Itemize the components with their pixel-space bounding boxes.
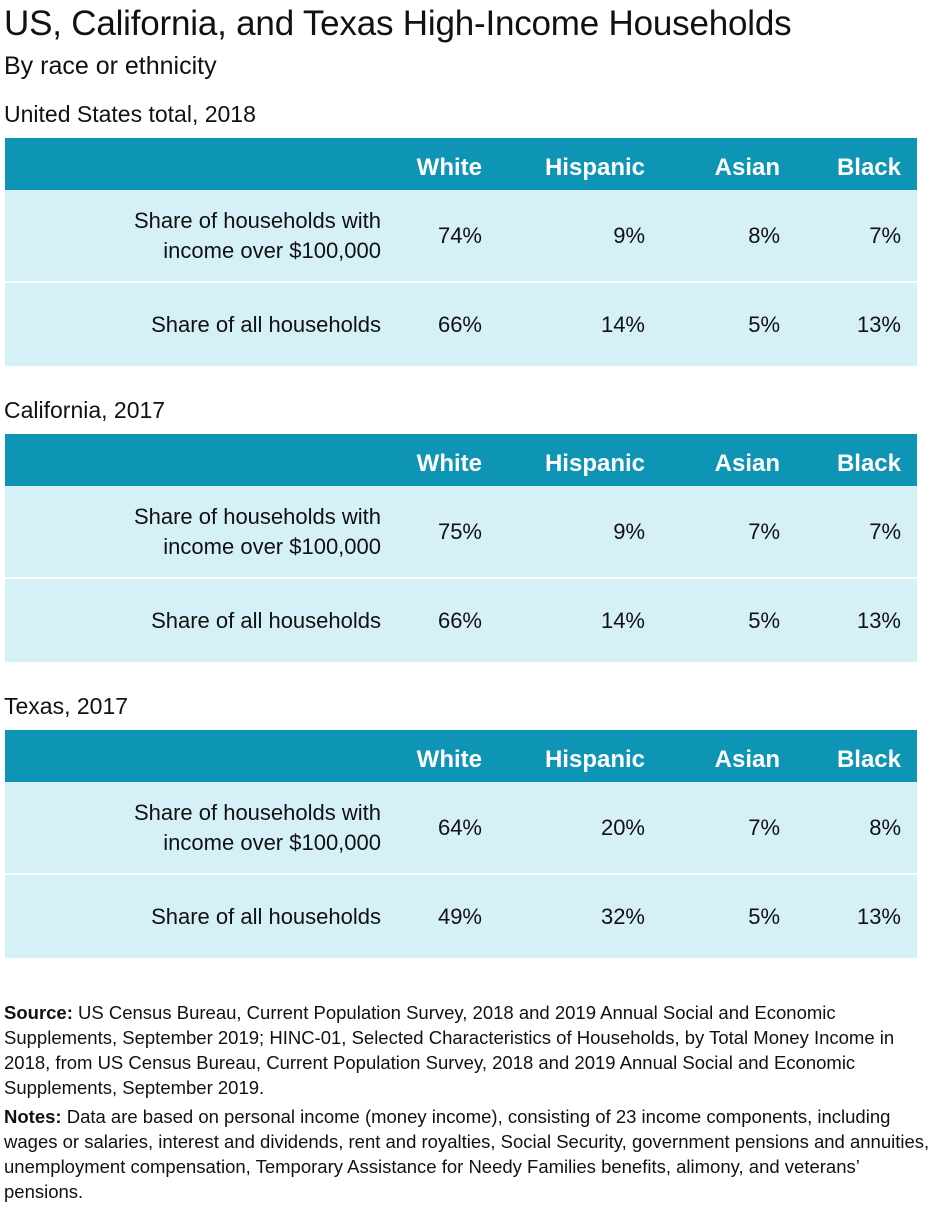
header-white: White — [416, 154, 482, 181]
header-asian: Asian — [714, 746, 780, 773]
row-label-line2: income over $100,000 — [163, 829, 381, 855]
table-row: Share of households with income over $10… — [5, 486, 917, 578]
header-black: Black — [836, 450, 901, 477]
cell-white: 75% — [437, 518, 482, 544]
notes-text: Data are based on personal income (money… — [4, 1106, 930, 1202]
row-label-high-income: Share of households with income over $10… — [5, 190, 395, 282]
header-asian: Asian — [714, 450, 780, 477]
cell-white: 74% — [437, 222, 482, 248]
cell-asian: 5% — [748, 311, 780, 337]
source-label: Source: — [4, 1002, 73, 1023]
cell-black: 7% — [869, 518, 901, 544]
cell-white: 66% — [437, 607, 482, 633]
table-california: White Hispanic Asian Black Share of hous… — [5, 434, 917, 662]
cell-hispanic: 32% — [600, 903, 645, 929]
cell-asian: 7% — [748, 814, 780, 840]
table-texas: White Hispanic Asian Black Share of hous… — [5, 730, 917, 958]
header-hispanic: Hispanic — [544, 450, 645, 477]
cell-white: 64% — [437, 814, 482, 840]
row-label-all-households: Share of all households — [151, 311, 381, 337]
cell-black: 13% — [856, 903, 901, 929]
chart-title: US, California, and Texas High-Income Ho… — [4, 4, 792, 43]
cell-black: 13% — [856, 607, 901, 633]
row-label-high-income: Share of households with income over $10… — [5, 486, 395, 578]
table-row: Share of households with income over $10… — [5, 190, 917, 282]
cell-black: 13% — [856, 311, 901, 337]
row-label-line1: Share of households with — [133, 207, 381, 233]
cell-black: 7% — [869, 222, 901, 248]
source-text: US Census Bureau, Current Population Sur… — [4, 1002, 895, 1098]
row-label-line1: Share of households with — [133, 799, 381, 825]
table-row: Share of all households 66% 14% 5% 13% — [5, 282, 917, 366]
cell-hispanic: 14% — [600, 607, 645, 633]
table-row: Share of all households 49% 32% 5% 13% — [5, 874, 917, 958]
chart-subtitle: By race or ethnicity — [4, 52, 217, 80]
cell-asian: 5% — [748, 903, 780, 929]
row-label-all-households: Share of all households — [151, 903, 381, 929]
header-hispanic: Hispanic — [544, 154, 645, 181]
header-blank — [5, 434, 395, 486]
row-label-high-income: Share of households with income over $10… — [5, 782, 395, 874]
header-white: White — [416, 746, 482, 773]
header-white: White — [416, 450, 482, 477]
cell-asian: 7% — [748, 518, 780, 544]
header-black: Black — [836, 154, 901, 181]
notes-label: Notes: — [4, 1106, 62, 1127]
cell-asian: 5% — [748, 607, 780, 633]
row-label-all-households: Share of all households — [151, 607, 381, 633]
table-header-row: White Hispanic Asian Black — [5, 434, 917, 486]
table-row: Share of all households 66% 14% 5% 13% — [5, 578, 917, 662]
header-blank — [5, 730, 395, 782]
notes: Notes: Data are based on personal income… — [4, 1104, 934, 1204]
cell-hispanic: 20% — [600, 814, 645, 840]
cell-hispanic: 9% — [613, 518, 645, 544]
cell-hispanic: 14% — [600, 311, 645, 337]
header-blank — [5, 138, 395, 190]
table-header-row: White Hispanic Asian Black — [5, 730, 917, 782]
table-us: White Hispanic Asian Black Share of hous… — [5, 138, 917, 366]
cell-white: 49% — [437, 903, 482, 929]
section-title-us: United States total, 2018 — [4, 101, 256, 127]
table-row: Share of households with income over $10… — [5, 782, 917, 874]
section-title-texas: Texas, 2017 — [4, 693, 129, 719]
cell-hispanic: 9% — [613, 222, 645, 248]
header-black: Black — [836, 746, 901, 773]
cell-white: 66% — [437, 311, 482, 337]
header-asian: Asian — [714, 154, 780, 181]
table-header-row: White Hispanic Asian Black — [5, 138, 917, 190]
source-note: Source: US Census Bureau, Current Popula… — [4, 1000, 934, 1100]
section-title-california: California, 2017 — [4, 397, 166, 423]
header-hispanic: Hispanic — [544, 746, 645, 773]
row-label-line2: income over $100,000 — [163, 237, 381, 263]
cell-asian: 8% — [748, 222, 780, 248]
row-label-line1: Share of households with — [133, 503, 381, 529]
cell-black: 8% — [869, 814, 901, 840]
row-label-line2: income over $100,000 — [163, 533, 381, 559]
